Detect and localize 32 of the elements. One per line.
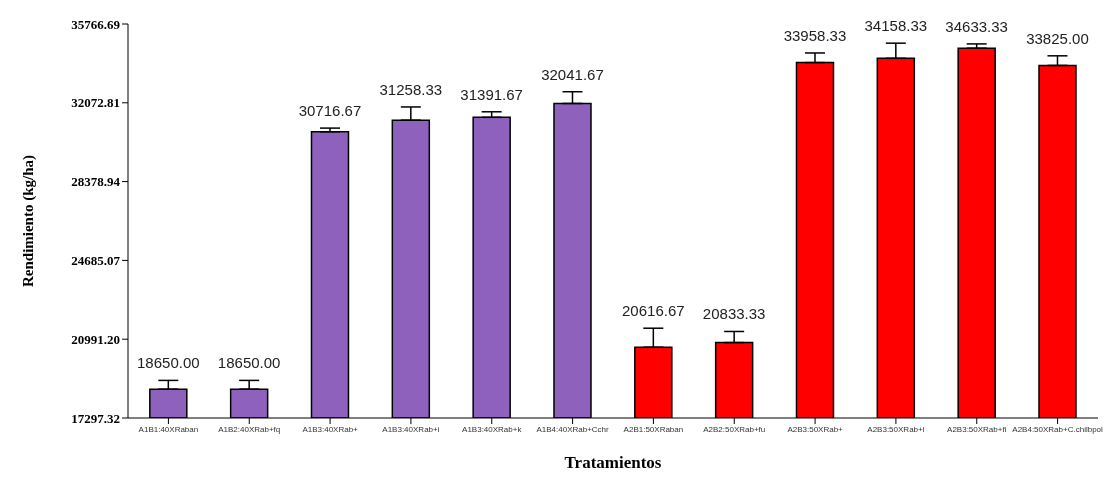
data-label: 34158.33	[864, 17, 928, 35]
data-label: 31258.33	[379, 80, 443, 98]
x-tick-label: A1B3:40XRab+i	[382, 424, 440, 434]
x-tick-label: A1B2:40XRab+fq	[218, 424, 281, 434]
data-label: 33958.33	[783, 26, 847, 44]
y-axis-title: Rendimiento (kg/ha)	[20, 154, 38, 288]
x-tick-label: A2B3:50XRab+	[787, 424, 844, 434]
y-tick-label: 20991.20	[71, 331, 120, 347]
data-label: 18650.00	[137, 354, 200, 372]
y-tick-label: 32072.81	[71, 95, 120, 111]
x-tick-label: A2B1:50XRaban	[623, 424, 684, 434]
data-label: 33825.00	[1026, 29, 1089, 47]
data-label: 20616.67	[622, 302, 685, 320]
x-tick-label: A1B3:40XRab+k	[462, 424, 523, 434]
y-tick-label: 17297.32	[71, 410, 120, 426]
x-tick-label: A1B3:40XRab+	[302, 424, 359, 434]
y-tick-label: 35766.69	[71, 16, 121, 32]
y-tick-label: 28378.94	[71, 174, 121, 190]
x-tick-label: A1B1:40XRaban	[138, 424, 199, 434]
data-label: 34633.33	[945, 17, 1008, 35]
data-label: 18650.00	[217, 354, 281, 372]
x-tick-label: A2B4:50XRab+C.chilbpol	[1012, 424, 1104, 434]
x-tick-label: A2B3:50XRab+fi	[947, 424, 1007, 434]
x-tick-label: A2B3:50XRab+i	[867, 424, 925, 434]
data-label: 32041.67	[541, 65, 604, 83]
data-label: 31391.67	[460, 85, 523, 103]
x-tick-label: A2B2:50XRab+fu	[703, 424, 766, 434]
x-axis-title: Tratamientos	[564, 453, 662, 472]
x-tick-label: A1B4:40XRab+Cchr	[536, 424, 610, 434]
y-tick-label: 24685.07	[71, 253, 121, 269]
data-label: 20833.33	[702, 305, 766, 323]
data-label: 30716.67	[298, 102, 362, 120]
